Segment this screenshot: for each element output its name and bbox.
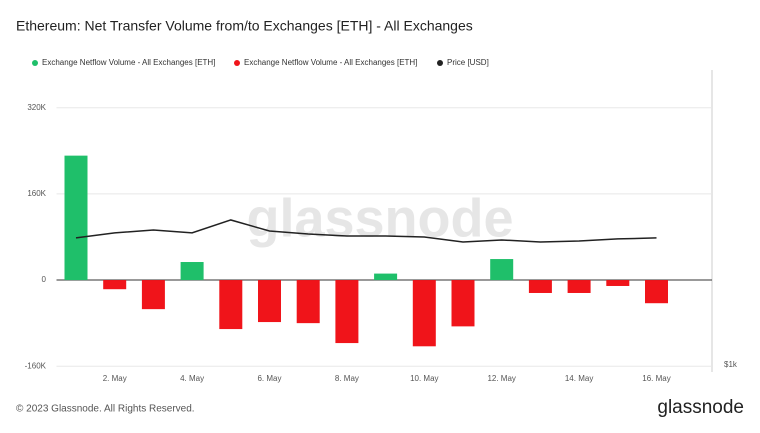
y-tick-label: 320K xyxy=(27,103,46,112)
x-tick-label: 2. May xyxy=(103,374,127,383)
bar xyxy=(141,280,165,310)
bar xyxy=(219,280,243,330)
legend-marker xyxy=(32,60,38,66)
bar xyxy=(528,280,552,293)
bar xyxy=(180,262,204,281)
bar xyxy=(103,280,127,290)
x-tick-label: 10. May xyxy=(410,374,438,383)
y-tick-label: 160K xyxy=(27,189,46,198)
x-tick-label: 8. May xyxy=(335,374,359,383)
bar xyxy=(258,280,281,323)
legend-label: Price [USD] xyxy=(447,58,489,67)
x-tick-label: 6. May xyxy=(257,374,281,383)
bar xyxy=(412,280,436,347)
bar xyxy=(374,273,398,281)
bar xyxy=(606,280,630,286)
chart-title: Ethereum: Net Transfer Volume from/to Ex… xyxy=(16,18,473,34)
logo: glassnode xyxy=(657,397,744,418)
legend-label: Exchange Netflow Volume - All Exchanges … xyxy=(42,58,215,67)
bar xyxy=(490,259,514,281)
legend-label: Exchange Netflow Volume - All Exchanges … xyxy=(244,58,417,67)
bar xyxy=(64,155,88,281)
x-tick-label: 12. May xyxy=(487,374,515,383)
legend-marker xyxy=(234,60,240,66)
bar xyxy=(335,280,359,344)
x-tick-label: 14. May xyxy=(565,374,593,383)
x-tick-label: 4. May xyxy=(180,374,204,383)
bar xyxy=(645,280,668,304)
bar xyxy=(451,280,475,327)
footer: © 2023 Glassnode. All Rights Reserved. xyxy=(16,404,195,415)
x-tick-label: 16. May xyxy=(642,374,670,383)
watermark: glassnode xyxy=(246,188,513,248)
price-line xyxy=(75,219,657,243)
y2-tick-label: $1k xyxy=(724,360,738,369)
y-tick-label: -160K xyxy=(25,361,47,370)
y-tick-label: 0 xyxy=(42,275,47,284)
bar xyxy=(296,280,320,324)
legend-marker xyxy=(437,60,443,66)
bar xyxy=(567,280,591,293)
